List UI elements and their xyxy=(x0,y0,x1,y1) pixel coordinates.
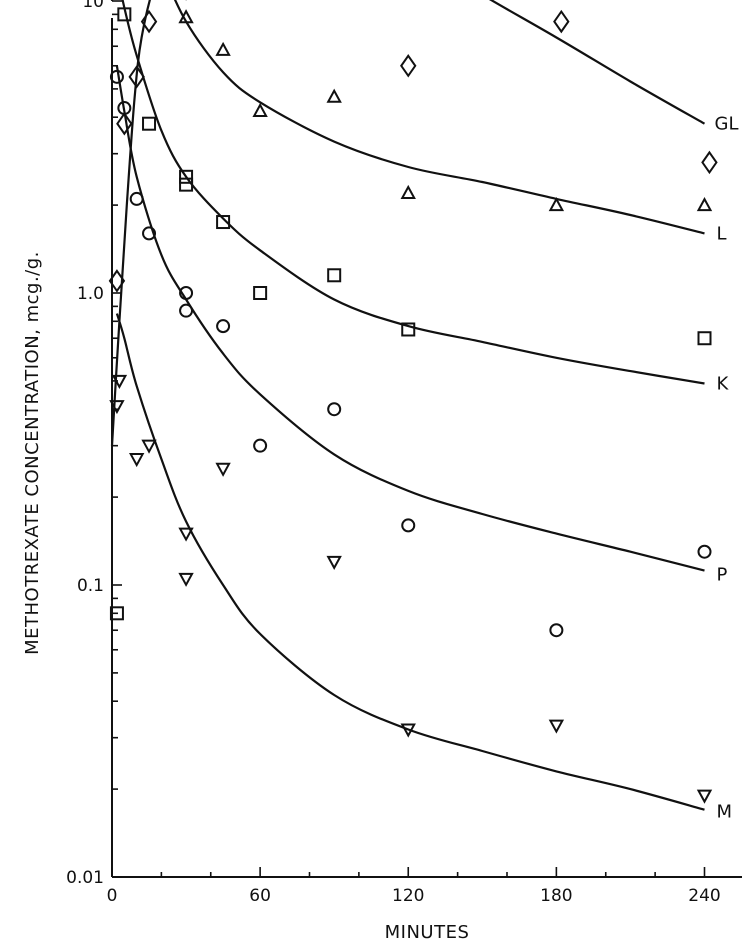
triangle-up-marker xyxy=(696,197,713,212)
diamond-marker xyxy=(140,9,158,34)
x-tick-label: 120 xyxy=(392,886,424,906)
x-tick-label: 0 xyxy=(107,886,118,906)
square-marker xyxy=(109,606,124,621)
square-marker xyxy=(216,215,231,230)
x-tick-label: 60 xyxy=(249,886,271,906)
circle-marker xyxy=(179,286,194,300)
circle-marker xyxy=(327,402,342,417)
triangle-up-marker xyxy=(178,9,194,24)
circle-marker xyxy=(179,303,194,318)
curve-l xyxy=(110,0,705,235)
triangle-down-marker xyxy=(400,723,416,738)
triangle-down-marker xyxy=(696,789,713,804)
circle-marker xyxy=(117,101,132,116)
y-tick-label: 0.01 xyxy=(66,868,104,888)
fitted-curves xyxy=(110,0,706,811)
square-marker xyxy=(117,7,132,22)
circle-marker xyxy=(401,518,416,533)
triangle-down-marker xyxy=(141,439,157,454)
curve-m xyxy=(115,313,705,811)
triangle-down-marker xyxy=(548,719,565,734)
curve-p xyxy=(115,65,705,572)
square-marker xyxy=(327,268,342,283)
triangle-down-marker xyxy=(109,400,125,415)
triangle-up-marker xyxy=(215,41,231,56)
triangle-down-marker xyxy=(215,462,231,477)
diamond-marker xyxy=(108,269,126,293)
square-marker xyxy=(697,331,712,346)
triangle-up-marker xyxy=(548,197,565,212)
circle-marker xyxy=(109,69,124,84)
circle-marker xyxy=(549,623,564,638)
circle-marker xyxy=(129,191,144,206)
circle-marker xyxy=(142,226,157,241)
triangle-up-marker xyxy=(400,184,416,200)
triangle-down-marker xyxy=(178,572,194,587)
data-markers xyxy=(108,0,718,804)
y-tick-label: 1.0 xyxy=(77,284,104,304)
triangle-down-marker xyxy=(111,374,128,389)
x-tick-label: 180 xyxy=(540,886,572,906)
triangle-up-marker xyxy=(326,88,342,103)
circle-marker xyxy=(216,319,231,334)
curve-label-gl: GL xyxy=(715,114,739,135)
curve-k xyxy=(121,0,705,385)
triangle-down-marker xyxy=(178,527,194,542)
y-tick-label: 10 xyxy=(82,0,104,12)
triangle-up-marker xyxy=(252,102,268,118)
curve-label-p: P xyxy=(717,565,728,586)
diamond-marker xyxy=(128,65,145,89)
circle-marker xyxy=(253,438,268,453)
diamond-marker xyxy=(553,9,570,34)
diamond-marker xyxy=(400,54,417,78)
axes: 0 60 120 180 240 0.01 0.1 1.0 10 xyxy=(66,0,742,906)
x-tick-label: 240 xyxy=(688,886,720,906)
square-marker xyxy=(253,286,268,300)
square-marker xyxy=(179,177,194,192)
curve-label-m: M xyxy=(717,802,733,823)
diamond-marker xyxy=(701,150,718,175)
square-marker xyxy=(401,322,416,337)
y-axis-title: METHOTREXATE CONCENTRATION, mcg./g. xyxy=(22,251,43,655)
square-marker xyxy=(179,169,194,184)
y-tick-label: 0.1 xyxy=(77,576,104,596)
diamond-marker xyxy=(116,111,133,136)
curve-label-k: K xyxy=(717,373,730,394)
curve-labels: GL L K P M xyxy=(715,114,739,823)
curve-label-l: L xyxy=(717,223,727,244)
square-marker xyxy=(142,116,157,131)
triangle-down-marker xyxy=(129,453,145,468)
triangle-down-marker xyxy=(326,555,342,570)
circle-marker xyxy=(697,544,712,559)
curve-gl xyxy=(110,0,706,446)
x-axis-title: MINUTES xyxy=(385,922,470,943)
